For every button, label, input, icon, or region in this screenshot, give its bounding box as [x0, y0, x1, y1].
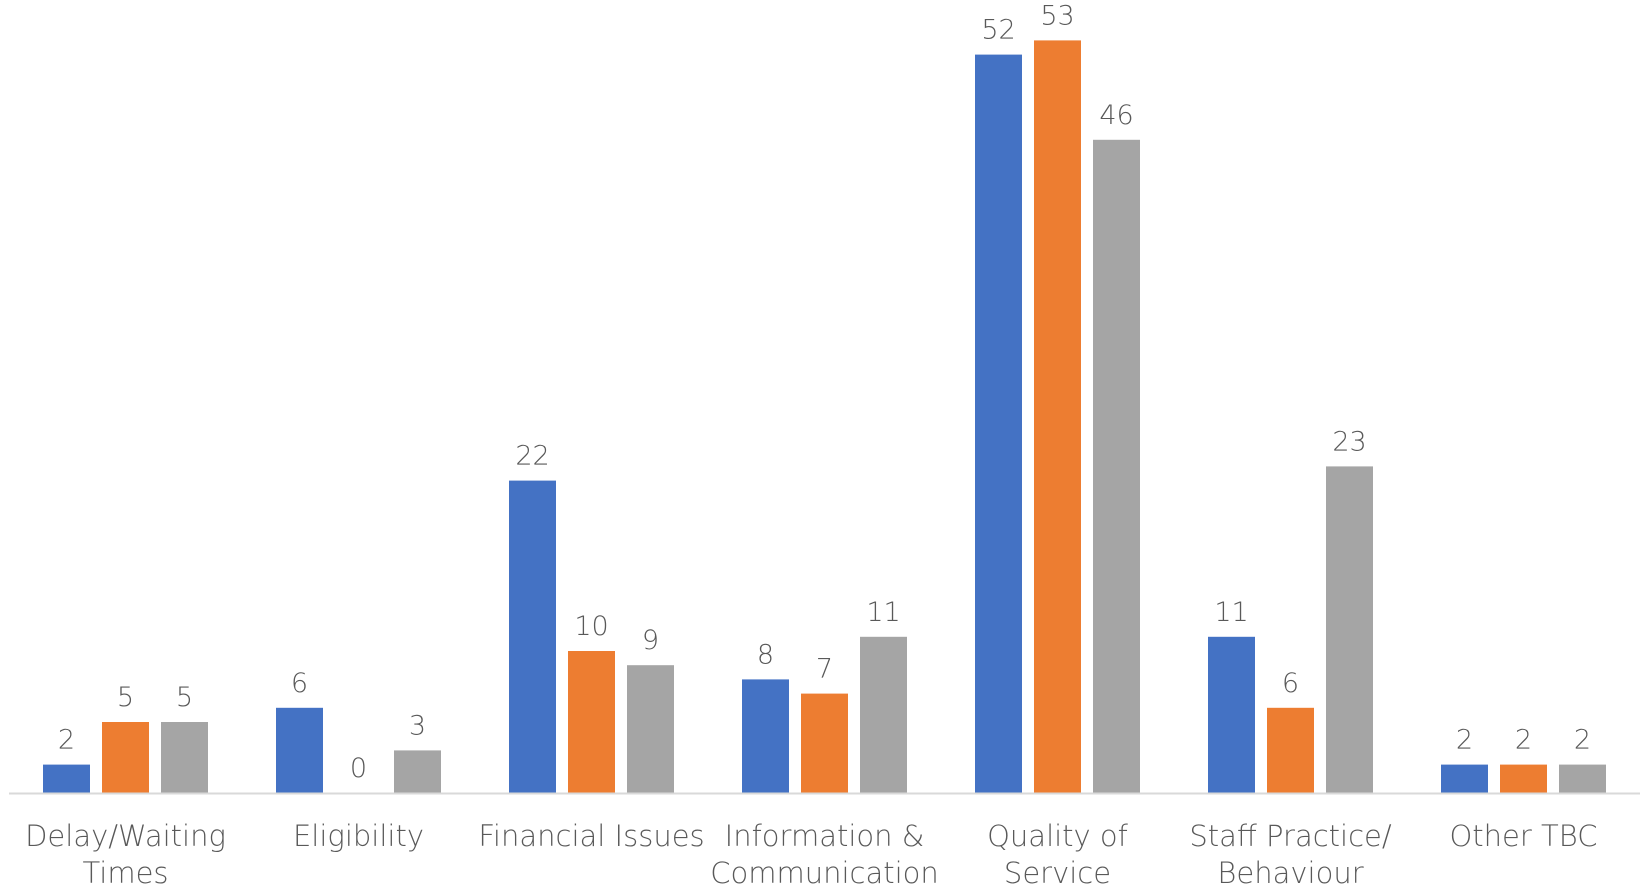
bars-layer: [43, 40, 1606, 794]
bar: [1267, 707, 1314, 793]
data-label: 11: [866, 597, 900, 628]
data-label: 2: [1574, 725, 1591, 756]
bar: [860, 636, 907, 793]
bar: [1208, 636, 1255, 793]
data-label: 23: [1332, 426, 1366, 457]
data-label: 9: [642, 625, 659, 656]
x-tick-label: Delay/Waiting: [25, 819, 226, 853]
bar: [1034, 40, 1081, 793]
data-label: 2: [58, 725, 75, 756]
data-label: 5: [117, 682, 134, 713]
data-label: 46: [1099, 100, 1133, 131]
data-label: 6: [291, 668, 308, 699]
data-label: 8: [757, 639, 774, 670]
x-tick-label: Financial Issues: [478, 819, 704, 853]
x-tick-label: Staff Practice/: [1189, 819, 1392, 853]
data-label: 10: [574, 611, 608, 642]
bar: [742, 679, 789, 793]
data-label: 52: [981, 15, 1015, 46]
bar: [627, 665, 674, 793]
bar: [975, 54, 1022, 794]
x-tick-label: Other TBC: [1449, 819, 1597, 853]
data-label: 7: [816, 654, 833, 685]
bar: [1500, 764, 1547, 793]
x-tick-label: Information &: [725, 819, 925, 853]
bar: [1326, 466, 1373, 793]
data-label: 5: [176, 682, 193, 713]
data-label: 2: [1456, 725, 1473, 756]
x-tick-label: Eligibility: [293, 819, 424, 853]
data-label: 53: [1040, 0, 1074, 31]
x-tick-label: Behaviour: [1217, 856, 1363, 888]
bar: [394, 750, 441, 793]
bar: [568, 651, 615, 793]
x-tick-label: Times: [82, 856, 168, 888]
data-label: 3: [409, 710, 426, 741]
bar: [102, 722, 149, 793]
x-tick-label: Quality of: [987, 819, 1129, 853]
x-tick-label: Communication: [710, 856, 939, 888]
data-label: 2: [1515, 725, 1532, 756]
bar: [276, 707, 323, 793]
data-label: 22: [515, 441, 549, 472]
data-label: 0: [350, 753, 367, 784]
bar: [801, 693, 848, 793]
bar: [1441, 764, 1488, 793]
bar: [1093, 139, 1140, 794]
bar: [509, 480, 556, 793]
bar: [43, 764, 90, 793]
x-tick-label: Service: [1004, 856, 1111, 888]
data-label: 11: [1214, 597, 1248, 628]
bar: [1559, 764, 1606, 793]
data-label: 6: [1282, 668, 1299, 699]
bar: [161, 722, 208, 793]
